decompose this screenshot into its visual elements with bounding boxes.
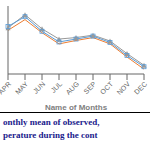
svg-text:AUG: AUG <box>65 80 81 96</box>
svg-text:MAY: MAY <box>14 80 30 96</box>
svg-text:JUN: JUN <box>32 80 47 95</box>
html-text:perature during the cont: perature during the cont <box>3 130 98 140</box>
svg-text:SEP: SEP <box>82 80 97 95</box>
html-text:onthly mean of observed,: onthly mean of observed, <box>3 117 100 127</box>
svg-text:Name of Months: Name of Months <box>45 103 108 110</box>
svg-text:JUL: JUL <box>49 80 63 94</box>
svg-text:DEC: DEC <box>133 80 142 95</box>
svg-text:APR: APR <box>8 80 12 95</box>
svg-text:NOV: NOV <box>116 80 132 96</box>
svg-text:OCT: OCT <box>99 80 115 96</box>
